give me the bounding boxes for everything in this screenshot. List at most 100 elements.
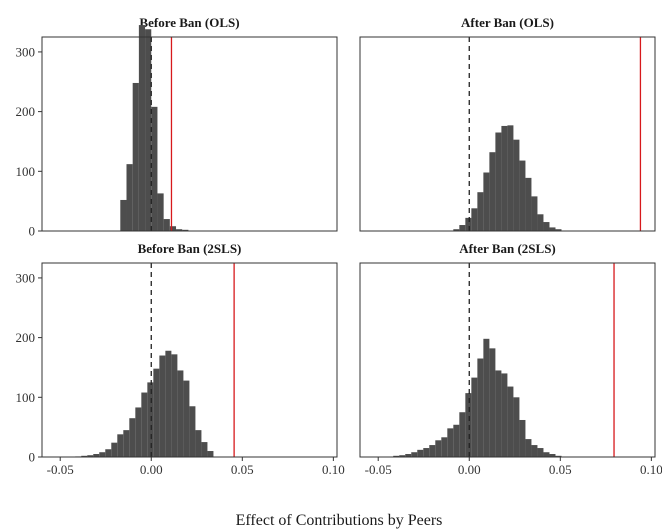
panel-frame <box>359 36 656 232</box>
panel-title: After Ban (OLS) <box>461 15 554 30</box>
panel-frame <box>41 262 338 458</box>
panel-frame <box>359 262 656 458</box>
histogram-bar <box>501 373 508 457</box>
x-tick-label: 0.00 <box>140 462 163 477</box>
histogram-bar <box>477 192 484 231</box>
histogram-bar <box>543 452 550 457</box>
y-tick-label: 200 <box>16 104 36 119</box>
histogram-bar <box>525 439 532 457</box>
histogram-bar <box>126 164 133 231</box>
histogram-bar <box>531 445 538 457</box>
histogram-bar <box>151 106 158 231</box>
panel-title: Before Ban (OLS) <box>139 15 239 30</box>
histogram-bar <box>129 418 136 457</box>
histogram-bar <box>201 442 208 457</box>
y-tick-label: 300 <box>16 270 36 285</box>
histogram-bar <box>99 452 106 457</box>
histogram-bar <box>81 455 88 457</box>
histogram-bar <box>549 227 556 231</box>
histogram-bar <box>531 196 538 231</box>
histogram-bar <box>417 449 424 457</box>
histogram-bar <box>135 407 142 457</box>
histogram-bar <box>176 229 183 231</box>
histogram-bar <box>405 454 412 457</box>
histogram-bar <box>195 430 202 457</box>
y-tick-label: 0 <box>29 224 36 239</box>
panel-title: After Ban (2SLS) <box>459 241 556 256</box>
histogram-bar <box>537 214 544 231</box>
x-tick-label: 0.10 <box>322 462 345 477</box>
facet-panel: Before Ban (OLS) <box>41 15 338 232</box>
histogram-bar <box>519 160 526 231</box>
histogram-bar <box>111 442 118 457</box>
histogram-bar <box>141 392 148 457</box>
facet-panel: After Ban (2SLS) <box>359 241 656 458</box>
x-tick-label: -0.05 <box>47 462 74 477</box>
panel-frame <box>41 36 338 232</box>
histogram-bar <box>477 358 484 457</box>
histogram-bar <box>519 419 526 457</box>
histogram-bar <box>483 172 490 231</box>
histogram-bar <box>513 397 520 457</box>
histogram-bar <box>459 412 466 457</box>
histogram-bar <box>157 193 164 231</box>
histogram-bar <box>145 29 152 231</box>
histogram-bar <box>138 25 146 231</box>
histogram-bar <box>423 448 430 457</box>
histogram-bar <box>489 348 496 457</box>
histogram-bar <box>165 350 172 457</box>
histogram-bar <box>105 449 112 457</box>
x-tick-label: 0.05 <box>549 462 572 477</box>
histogram-bar <box>93 454 100 457</box>
histogram-bar <box>453 229 460 231</box>
histogram-bar <box>132 82 139 231</box>
histogram-bar <box>169 226 177 231</box>
histogram-bar <box>189 406 196 457</box>
histogram-bar <box>207 451 214 457</box>
histogram-bar <box>177 370 184 457</box>
histogram-bar <box>123 430 130 457</box>
histogram-bar <box>153 368 160 457</box>
histogram-bar <box>465 217 472 231</box>
histogram-bar <box>393 455 400 457</box>
histogram-bar <box>549 454 556 457</box>
histogram-bar <box>507 125 514 231</box>
histogram-bar <box>543 222 550 231</box>
histogram-bar <box>429 445 436 457</box>
histogram-bar <box>555 229 562 231</box>
histogram-bar <box>399 455 406 457</box>
histogram-bar <box>435 440 442 457</box>
x-tick-label: -0.05 <box>365 462 392 477</box>
histogram-bar <box>447 428 454 457</box>
histogram-bar <box>537 448 544 457</box>
facet-panel: Before Ban (2SLS) <box>41 241 338 458</box>
histogram-bar <box>501 125 508 231</box>
histogram-bar <box>555 455 562 457</box>
facet-panels: Before Ban (OLS) After Ban (OLS) Before Ba… <box>41 15 656 458</box>
y-tick-label: 100 <box>16 164 36 179</box>
histogram-bar <box>120 199 127 231</box>
y-tick-label: 200 <box>16 330 36 345</box>
histogram-bar <box>489 152 496 231</box>
histogram-bar <box>183 380 190 457</box>
histogram-bar <box>441 437 448 457</box>
histogram-bar <box>471 377 478 457</box>
y-tick-label: 0 <box>29 450 36 465</box>
histogram-bar <box>513 139 520 231</box>
histogram-bar <box>459 225 466 231</box>
y-tick-label: 300 <box>16 44 36 59</box>
x-tick-label: 0.10 <box>640 462 662 477</box>
histogram-bar <box>117 434 124 457</box>
histogram-bar <box>171 354 178 457</box>
histogram-bar <box>525 177 532 231</box>
x-axis-title: Effect of Contributions by Peers <box>236 512 443 529</box>
histogram-bar <box>182 229 189 231</box>
histogram-bar <box>507 386 514 457</box>
histogram-bar <box>495 132 502 231</box>
histogram-bar <box>453 424 460 457</box>
x-tick-label: 0.00 <box>458 462 481 477</box>
histogram-bar <box>147 382 154 457</box>
facet-panel: After Ban (OLS) <box>359 15 656 232</box>
y-axes: 0 100 200 300 0 100 200 300 <box>16 44 42 465</box>
panel-title: Before Ban (2SLS) <box>138 241 242 256</box>
